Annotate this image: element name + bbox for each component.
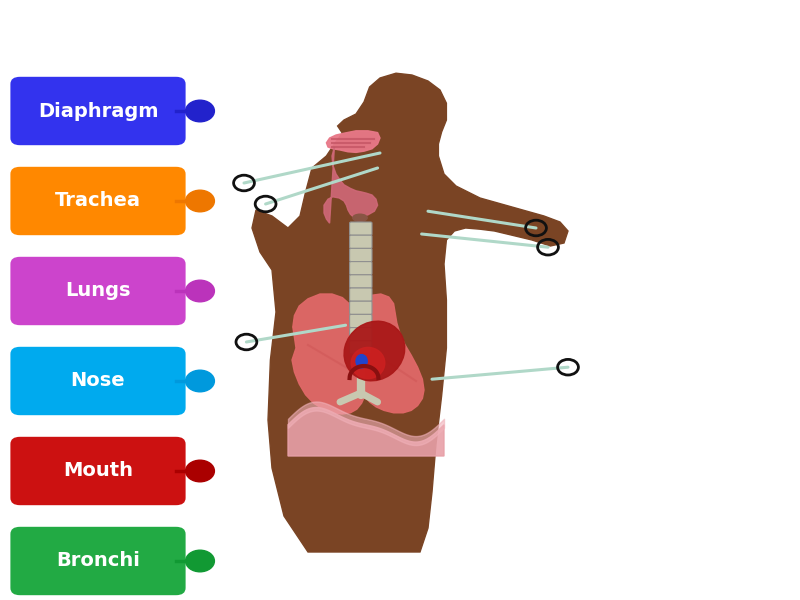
- Ellipse shape: [356, 355, 367, 368]
- Ellipse shape: [351, 347, 385, 379]
- FancyBboxPatch shape: [350, 301, 372, 314]
- FancyBboxPatch shape: [10, 257, 186, 325]
- FancyBboxPatch shape: [350, 275, 372, 288]
- FancyBboxPatch shape: [350, 314, 372, 328]
- Circle shape: [186, 280, 214, 302]
- FancyBboxPatch shape: [10, 347, 186, 415]
- Polygon shape: [326, 131, 380, 152]
- FancyBboxPatch shape: [350, 288, 372, 301]
- Text: Diaphragm: Diaphragm: [38, 101, 158, 121]
- Text: Trachea: Trachea: [55, 191, 141, 211]
- Polygon shape: [358, 294, 424, 413]
- Text: Bronchi: Bronchi: [56, 551, 140, 571]
- Ellipse shape: [344, 321, 405, 381]
- Polygon shape: [324, 147, 378, 223]
- Circle shape: [186, 190, 214, 212]
- FancyBboxPatch shape: [350, 235, 372, 248]
- FancyBboxPatch shape: [350, 262, 372, 275]
- FancyBboxPatch shape: [350, 248, 372, 262]
- FancyBboxPatch shape: [10, 167, 186, 235]
- Circle shape: [186, 460, 214, 482]
- Text: Nose: Nose: [70, 371, 126, 391]
- FancyBboxPatch shape: [10, 437, 186, 505]
- FancyBboxPatch shape: [350, 222, 372, 235]
- Circle shape: [186, 100, 214, 122]
- Polygon shape: [288, 407, 444, 456]
- FancyBboxPatch shape: [10, 77, 186, 145]
- Ellipse shape: [353, 214, 367, 221]
- FancyBboxPatch shape: [350, 328, 372, 341]
- Polygon shape: [292, 294, 365, 414]
- FancyBboxPatch shape: [350, 341, 372, 354]
- Polygon shape: [252, 73, 568, 552]
- Text: Mouth: Mouth: [63, 461, 133, 481]
- Text: Lungs: Lungs: [66, 281, 130, 301]
- Circle shape: [186, 550, 214, 572]
- Circle shape: [186, 370, 214, 392]
- FancyBboxPatch shape: [10, 527, 186, 595]
